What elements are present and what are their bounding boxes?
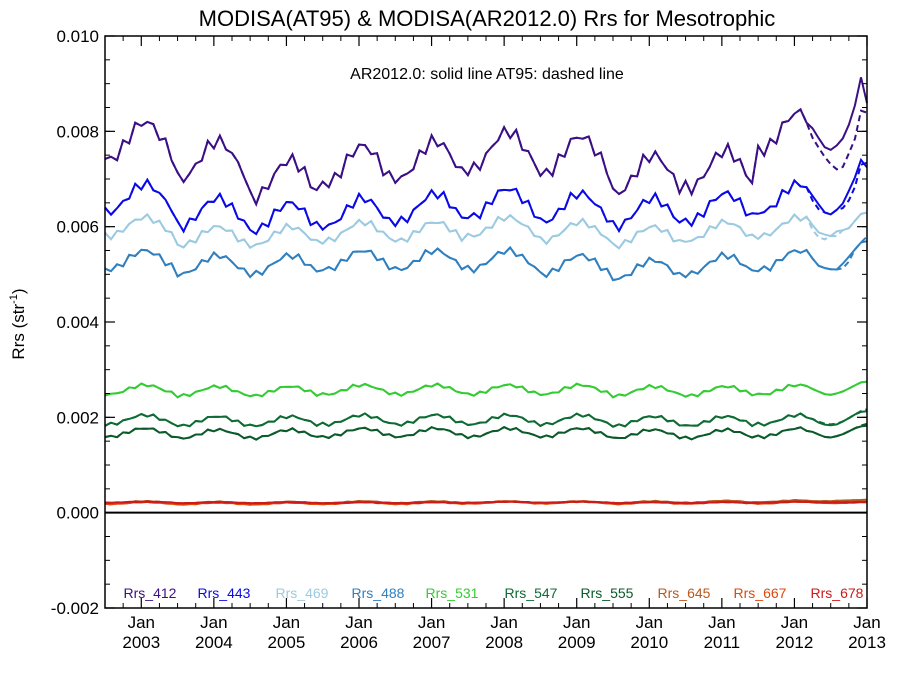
series-lines: [104, 77, 868, 506]
legend-entry-Rrs_488: Rrs_488: [352, 585, 405, 601]
x-tick-label-year: 2006: [340, 633, 378, 652]
series-line-dashed-Rrs_412: [104, 107, 868, 207]
axes: -0.0020.0000.0020.0040.0060.0080.010Jan2…: [51, 27, 886, 652]
series-line-Rrs_488: [104, 240, 868, 282]
x-tick-label-month: Jan: [781, 613, 808, 632]
chart-subtitle: AR2012.0: solid line AT95: dashed line: [350, 66, 624, 83]
legend-entry-Rrs_531: Rrs_531: [426, 585, 479, 601]
series-line-dashed-Rrs_469: [104, 211, 868, 250]
legend-entry-Rrs_547: Rrs_547: [505, 585, 558, 601]
y-tick-label: 0.004: [56, 313, 99, 332]
legend-entry-Rrs_555: Rrs_555: [581, 585, 634, 601]
x-tick-label-year: 2010: [630, 633, 668, 652]
x-tick-label-year: 2007: [413, 633, 451, 652]
legend-entry-Rrs_412: Rrs_412: [124, 585, 177, 601]
series-line-dashed-Rrs_547: [104, 408, 868, 428]
x-tick-label-year: 2004: [195, 633, 233, 652]
y-axis-label: Rrs (str-1): [8, 288, 28, 359]
x-tick-label-year: 2008: [485, 633, 523, 652]
x-tick-label-month: Jan: [345, 613, 372, 632]
y-axis-label-close: ): [9, 288, 28, 294]
series-line-Rrs_678: [104, 500, 867, 505]
x-tick-label-year: 2003: [122, 633, 160, 652]
x-tick-label-year: 2012: [776, 633, 814, 652]
y-tick-label: 0.002: [56, 408, 99, 427]
x-tick-label-month: Jan: [563, 613, 590, 632]
x-tick-label-year: 2013: [848, 633, 886, 652]
legend-entry-Rrs_469: Rrs_469: [276, 585, 329, 601]
y-tick-label: 0.008: [56, 122, 99, 141]
y-tick-label: 0.000: [56, 504, 99, 523]
plot-frame: [104, 35, 868, 609]
series-line-Rrs_443: [104, 157, 868, 236]
x-tick-label-month: Jan: [708, 613, 735, 632]
x-tick-label-month: Jan: [636, 613, 663, 632]
series-line-Rrs_555: [104, 424, 868, 441]
x-tick-label-month: Jan: [853, 613, 880, 632]
series-line-Rrs_547: [104, 410, 868, 428]
x-tick-label-year: 2009: [558, 633, 596, 652]
x-tick-label-month: Jan: [128, 613, 155, 632]
series-line-Rrs_531: [104, 380, 868, 399]
x-tick-label-year: 2011: [704, 633, 741, 652]
chart-title: MODISA(AT95) & MODISA(AR2012.0) Rrs for …: [199, 6, 776, 31]
y-axis-label-main: Rrs (str: [9, 304, 28, 360]
y-tick-label: 0.010: [56, 27, 99, 46]
x-tick-label-month: Jan: [273, 613, 300, 632]
legend-entry-Rrs_645: Rrs_645: [658, 585, 711, 601]
series-line-Rrs_469: [104, 211, 868, 250]
y-tick-label: 0.006: [56, 218, 99, 237]
x-tick-label-month: Jan: [418, 613, 445, 632]
series-line-Rrs_412: [104, 77, 868, 207]
y-axis-label-sup: -1: [8, 294, 20, 304]
legend-entry-Rrs_667: Rrs_667: [734, 585, 787, 601]
y-tick-label: -0.002: [51, 599, 99, 618]
legend-entry-Rrs_443: Rrs_443: [198, 585, 251, 601]
legend-entry-Rrs_678: Rrs_678: [811, 585, 864, 601]
x-tick-label-month: Jan: [490, 613, 517, 632]
x-tick-label-year: 2005: [268, 633, 306, 652]
legend: Rrs_412 Rrs_443 Rrs_469 Rrs_488 Rrs_531 Rrs_5…: [124, 585, 864, 601]
x-tick-label-month: Jan: [200, 613, 227, 632]
